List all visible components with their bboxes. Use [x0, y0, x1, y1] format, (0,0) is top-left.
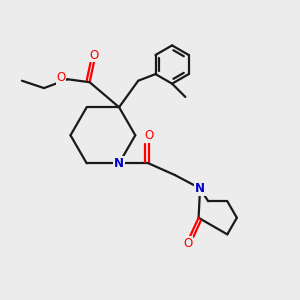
Text: O: O: [89, 49, 99, 62]
Text: N: N: [114, 157, 124, 170]
Text: O: O: [56, 71, 66, 84]
Text: N: N: [195, 182, 205, 195]
Text: O: O: [184, 237, 193, 250]
Text: O: O: [144, 129, 153, 142]
